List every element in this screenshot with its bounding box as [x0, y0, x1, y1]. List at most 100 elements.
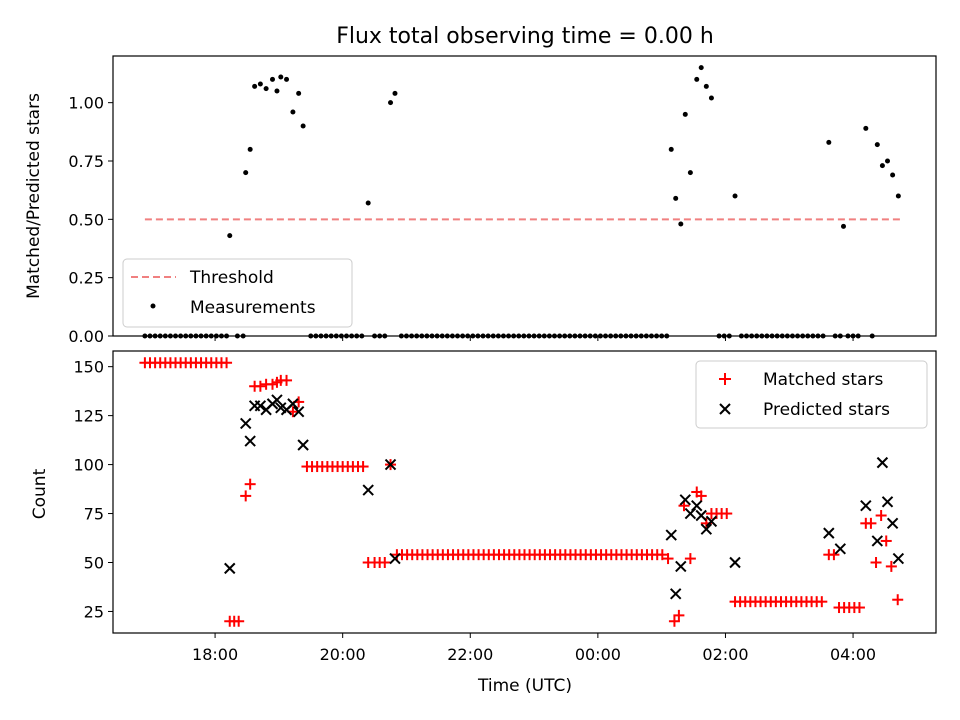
bottom-ytick-label: 150 [73, 358, 104, 377]
measurement-point [247, 146, 253, 152]
bottom-panel: 25 50 75 100 125 150 18:00 20:00 22:00 00:00 02:0… [30, 350, 937, 696]
top-ytick-label: 0.50 [68, 210, 104, 229]
bottom-xtick-label: 20:00 [320, 645, 366, 664]
measurement-point [826, 139, 832, 145]
legend-matched-label: Matched stars [763, 370, 883, 390]
measurement-point [278, 74, 284, 80]
legend-predicted-swatch [719, 403, 731, 415]
predicted-star-point [665, 529, 677, 541]
predicted-star-point [695, 509, 707, 522]
predicted-star-point [669, 588, 682, 600]
predicted-star-point [684, 507, 697, 520]
measurement-point [682, 111, 688, 117]
legend-threshold-label: Threshold [189, 268, 274, 288]
bottom-ylabel: Count [30, 468, 50, 519]
bottom-xtick-label: 02:00 [702, 645, 748, 664]
bottom-xtick-label: 00:00 [575, 645, 621, 664]
matched-star-point [816, 596, 828, 608]
bottom-legend-box [695, 360, 928, 429]
measurement-point [284, 76, 290, 82]
predicted-star-point [705, 515, 718, 528]
measurement-point [300, 123, 306, 129]
top-axes-frame [112, 55, 937, 337]
predicted-star-point [860, 500, 872, 512]
predicted-star-point [244, 435, 256, 447]
matched-star-point [885, 560, 897, 572]
matched-star-point [892, 594, 904, 606]
measurement-point [678, 221, 684, 227]
predicted-star-point [362, 484, 374, 496]
measurement-point [708, 95, 714, 101]
predicted-star-point [871, 535, 884, 547]
predicted-star-point [292, 406, 305, 418]
measurement-point [698, 65, 704, 71]
matched-star-point [721, 508, 733, 520]
top-ytick-label: 0.25 [68, 269, 104, 288]
measurement-point [687, 170, 693, 176]
matched-star-point [662, 553, 674, 565]
bottom-ytick-label: 125 [73, 407, 104, 426]
predicted-star-point [834, 543, 847, 555]
matched-star-point [684, 553, 696, 565]
predicted-star-point [224, 562, 236, 575]
measurement-point [257, 81, 263, 87]
bottom-legend: Matched stars Predicted stars [695, 360, 928, 429]
matched-star-point [244, 478, 256, 490]
top-ylabel: Matched/Predicted stars [24, 93, 44, 299]
predicted-star-point [679, 494, 691, 506]
measurement-point [296, 90, 302, 96]
bottom-xticks: 18:00 20:00 22:00 00:00 02:00 04:00 [192, 633, 876, 664]
predicted-star-point [675, 560, 687, 573]
measurement-point [227, 233, 233, 239]
predicted-star-point [881, 496, 894, 508]
bottom-ytick-label: 50 [84, 554, 104, 573]
top-legend-box [122, 258, 353, 328]
predicted-star-point [287, 398, 299, 410]
bottom-xtick-label: 22:00 [447, 645, 493, 664]
top-yticks: 0.00 0.25 0.50 0.75 1.00 [68, 94, 113, 346]
matched-star-point [695, 490, 707, 502]
matched-star-point [875, 510, 887, 521]
predicted-star-point [271, 394, 283, 406]
predicted-star-point [389, 552, 401, 565]
matched-star-point [240, 490, 252, 502]
legend-measurements-label: Measurements [190, 298, 316, 318]
measurement-point [252, 83, 258, 89]
predicted-star-point [700, 523, 713, 535]
measurement-point [290, 109, 296, 115]
predicted-star-point [239, 417, 252, 430]
legend-predicted-label: Predicted stars [763, 400, 890, 420]
matched-star-point [853, 602, 865, 614]
matched-star-point [357, 461, 369, 473]
matched-star-point [221, 357, 233, 369]
measurement-point [243, 170, 249, 176]
predicted-star-point [297, 439, 309, 451]
matched-star-point [233, 615, 245, 627]
chart-title: Flux total observing time = 0.00 h [336, 24, 714, 49]
measurement-point [365, 200, 371, 206]
matched-star-point [828, 549, 840, 561]
bottom-axes-frame [112, 350, 937, 634]
top-ytick-label: 1.00 [68, 94, 104, 113]
measurement-point [274, 88, 280, 94]
legend-matched-swatch [719, 373, 731, 385]
measurement-point [863, 125, 869, 131]
matched-star-point [870, 557, 882, 568]
measurement-point [668, 146, 674, 152]
legend-measurements-swatch [150, 303, 156, 309]
matched-star-point [281, 374, 293, 386]
top-ytick-label: 0.00 [68, 327, 104, 346]
predicted-star-point [691, 500, 703, 512]
predicted-star-point [384, 458, 397, 471]
matched-star-point [880, 535, 892, 547]
measurement-point [269, 76, 275, 82]
predicted-star-point [729, 556, 741, 569]
top-ytick-label: 0.75 [68, 152, 104, 171]
bottom-ytick-label: 75 [84, 505, 104, 524]
matched-star-point [865, 517, 877, 529]
top-panel: 0.00 0.25 0.50 0.75 1.00 Matched/Predicted s… [24, 55, 937, 346]
measurement-point [703, 83, 709, 89]
measurement-point [673, 195, 679, 201]
bottom-yticks: 25 50 75 100 125 150 [73, 358, 113, 621]
